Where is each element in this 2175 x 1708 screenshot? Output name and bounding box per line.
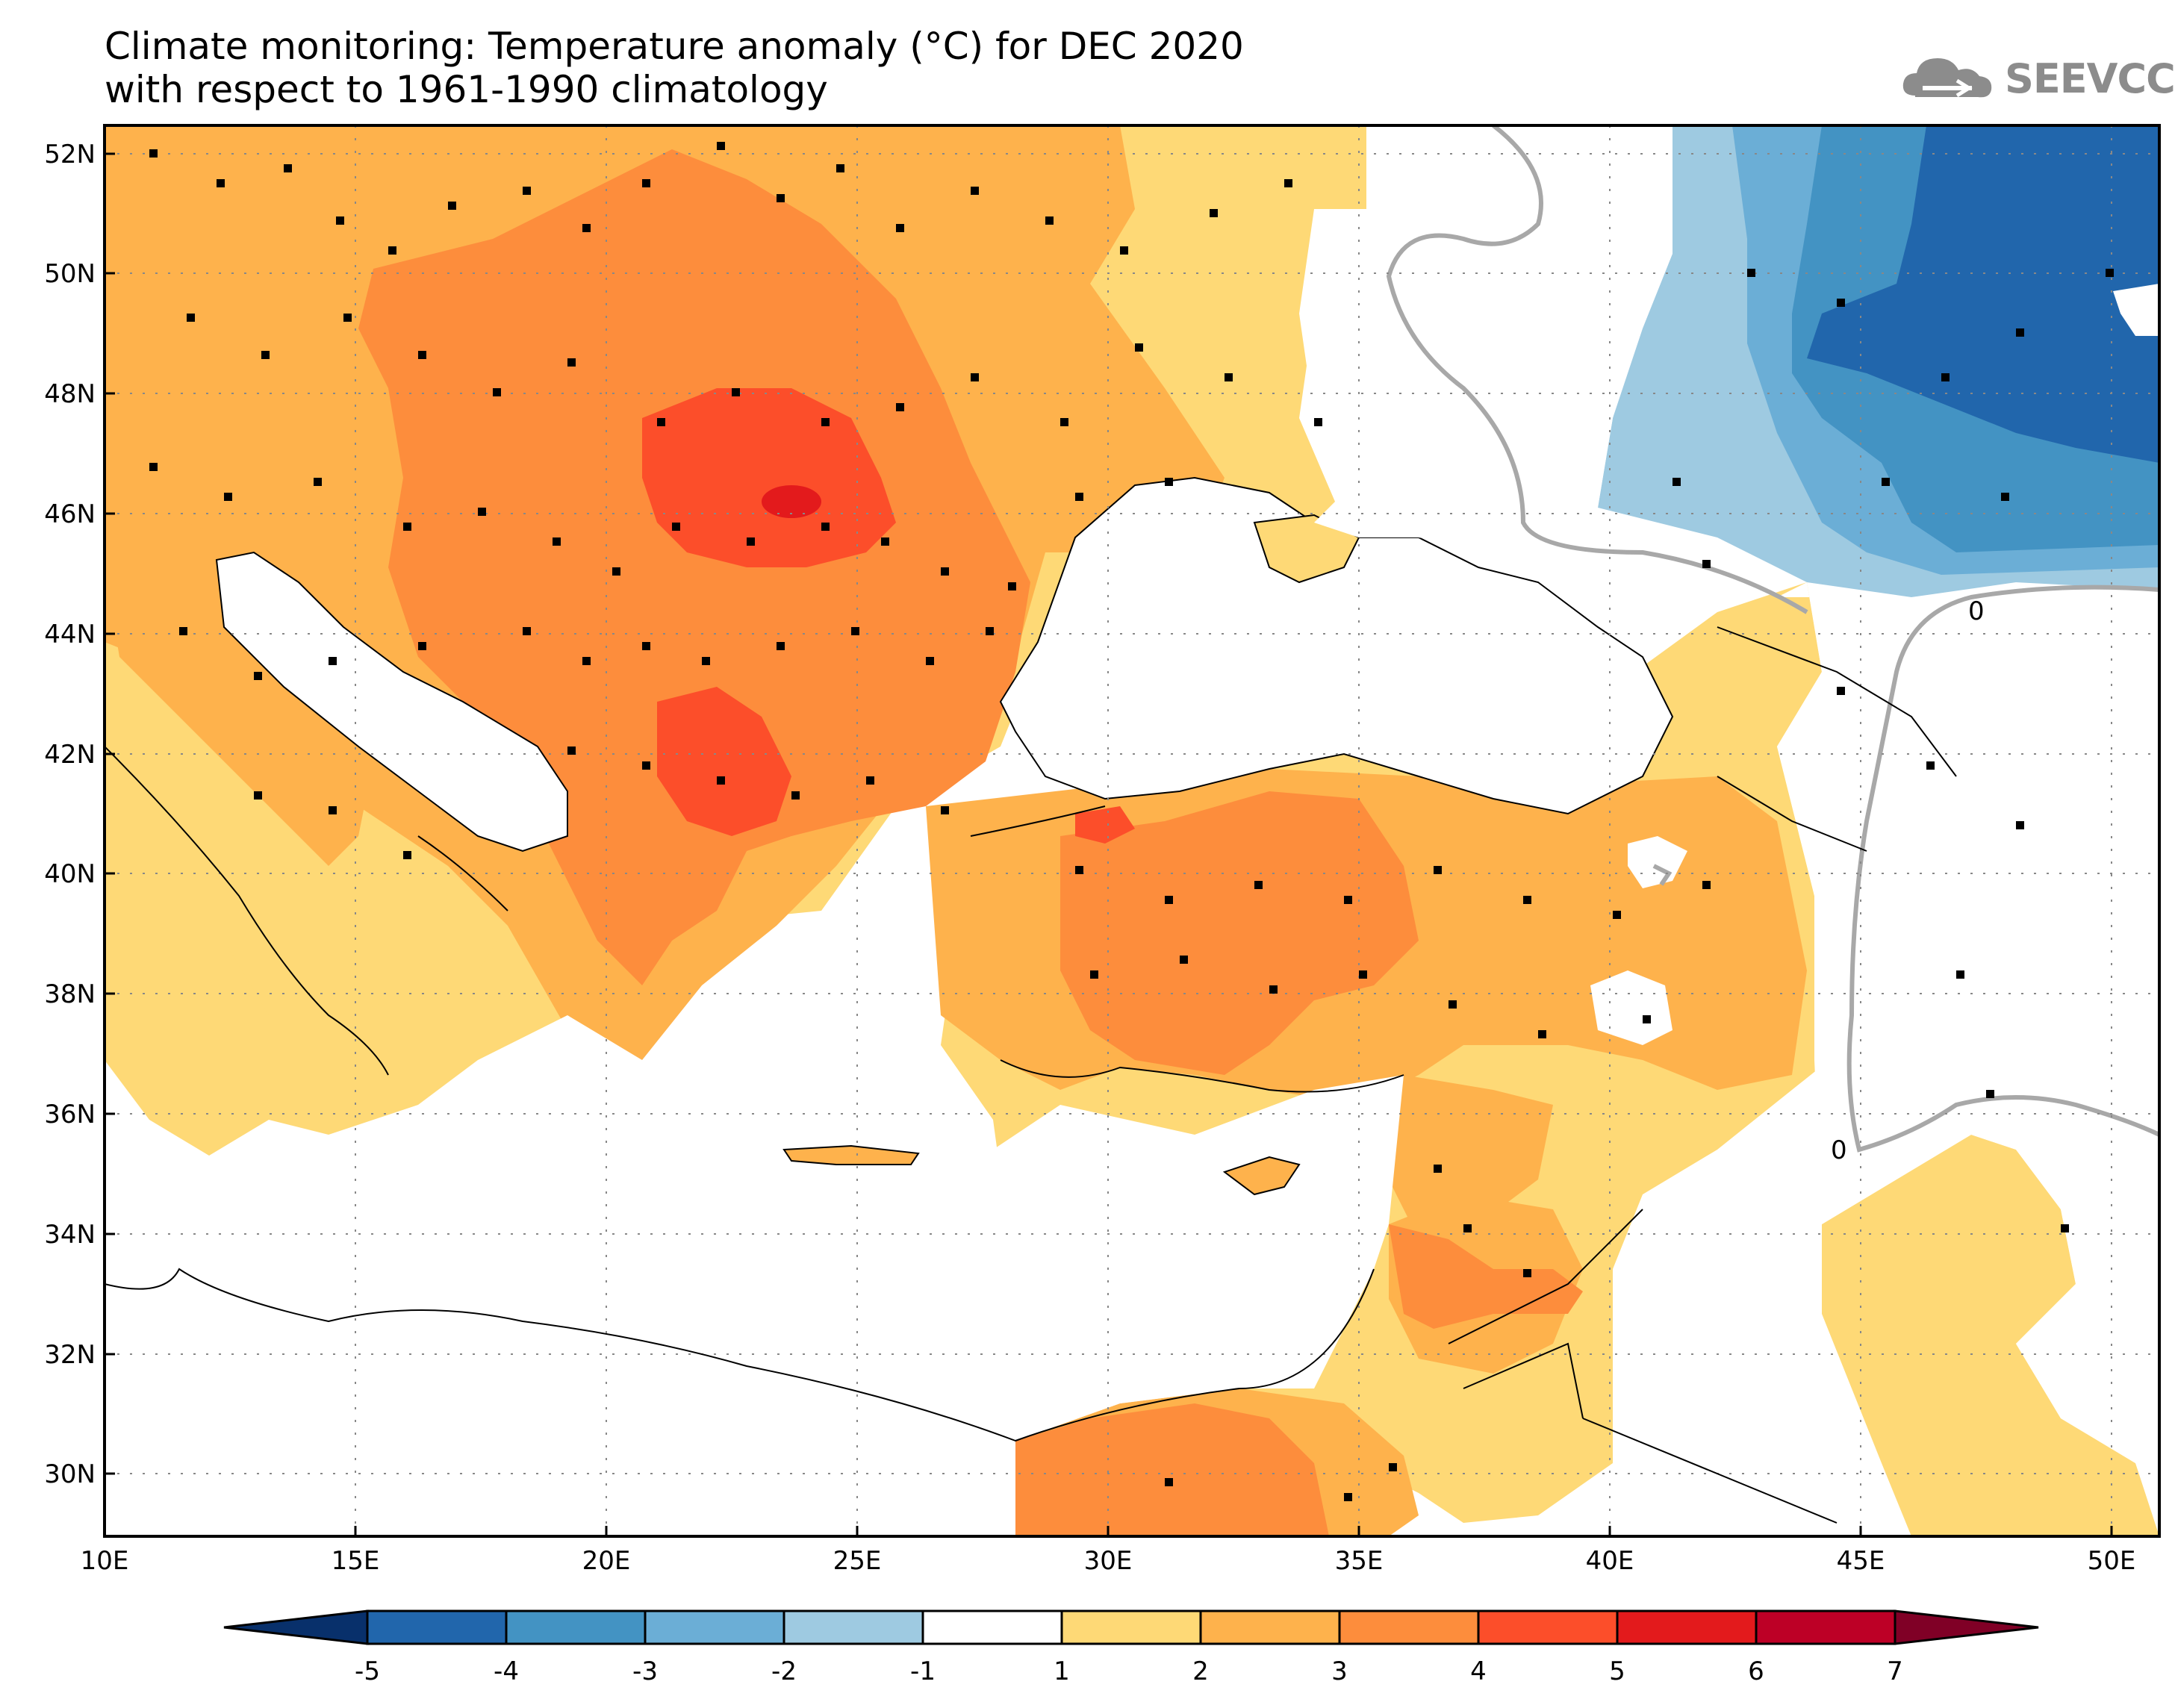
colorbar-tick-label: 2 xyxy=(1192,1656,1209,1686)
coastline-anatolia xyxy=(970,805,1404,1093)
colorbar-tick-label: 1 xyxy=(1054,1656,1070,1686)
colorbar-box xyxy=(644,1609,785,1645)
colorbar-box xyxy=(366,1609,508,1645)
anatolia-white-hole-2 xyxy=(1590,970,1673,1045)
x-tick-label: 30E xyxy=(1084,1546,1133,1576)
title-line-1: Climate monitoring: Temperature anomaly … xyxy=(105,25,1244,68)
x-tick-label: 10E xyxy=(81,1546,129,1576)
y-tick-label: 42N xyxy=(44,740,96,770)
colorbar-tick-label: -1 xyxy=(910,1656,936,1686)
contour-label-0-a: 0 xyxy=(1968,596,1985,626)
anomaly-region-2-3-italy xyxy=(105,508,373,866)
cloud-icon xyxy=(1902,58,1992,98)
colorbar-box xyxy=(782,1609,924,1645)
colorbar-tick-label: -5 xyxy=(355,1656,380,1686)
x-tick-label: 15E xyxy=(332,1546,380,1576)
white-east-region xyxy=(1777,582,2159,1536)
coastline-italy xyxy=(105,746,508,1076)
title-line-2: with respect to 1961-1990 climatology xyxy=(105,68,828,111)
y-tick-label: 50N xyxy=(44,259,96,289)
colorbar-box xyxy=(1060,1609,1202,1645)
plot-frame xyxy=(103,124,2161,1538)
logo-text: SEEVCCC xyxy=(2005,55,2175,102)
colorbar-box xyxy=(921,1609,1063,1645)
colorbar-tick-label: 7 xyxy=(1887,1656,1903,1686)
anomaly-region-4-5-romania xyxy=(642,388,896,567)
colorbar-box xyxy=(1477,1609,1619,1645)
anomaly-region-1-2-iran xyxy=(1822,1135,2159,1536)
anomaly-region-5-6 xyxy=(762,485,821,518)
y-tick-label: 36N xyxy=(44,1100,96,1129)
colorbar-tick-label: -2 xyxy=(771,1656,797,1686)
y-axis-labels: 30N 32N 34N 36N 38N 40N 42N 44N 46N 48N … xyxy=(44,140,96,1489)
colorbar xyxy=(223,1609,2039,1645)
y-tick-label: 44N xyxy=(44,620,96,649)
contour-label-0-b: 0 xyxy=(1831,1135,1847,1165)
y-tick-label: 52N xyxy=(44,140,96,169)
y-tick-label: 46N xyxy=(44,499,96,529)
x-tick-label: 50E xyxy=(2088,1546,2136,1576)
y-tick-label: 48N xyxy=(44,379,96,409)
anomaly-region-2-3-levant xyxy=(1389,1075,1553,1239)
colorbar-box xyxy=(1755,1609,1896,1645)
colorbar-tick-label: 4 xyxy=(1470,1656,1487,1686)
x-tick-label: 40E xyxy=(1586,1546,1634,1576)
zero-contour-small xyxy=(1652,864,1673,886)
colorbar-box xyxy=(1616,1609,1758,1645)
zero-contour-east xyxy=(1846,585,2159,1153)
anomaly-region-3-4-israel xyxy=(1389,1224,1583,1329)
y-tick-label: 32N xyxy=(44,1340,96,1370)
crimea xyxy=(1253,514,1360,584)
colorbar-tick-label: -3 xyxy=(632,1656,658,1686)
white-ukraine xyxy=(1299,209,1628,552)
anatolia-white-hole-1 xyxy=(1628,836,1687,888)
cyprus xyxy=(1222,1156,1301,1196)
anomaly-region-1-2-sicily xyxy=(314,1000,388,1075)
colorbar-tick-label: 5 xyxy=(1609,1656,1625,1686)
coastline-north-africa xyxy=(105,1268,1375,1442)
anomaly-region-white-hole xyxy=(2113,284,2159,336)
colorbar-box xyxy=(1338,1609,1480,1645)
y-tick-label: 30N xyxy=(44,1459,96,1489)
seevccc-logo: SEEVCCC xyxy=(1900,49,2175,107)
x-tick-label: 45E xyxy=(1837,1546,1885,1576)
crete xyxy=(782,1144,920,1165)
black-sea xyxy=(999,476,1674,815)
y-tick-label: 38N xyxy=(44,979,96,1009)
anomaly-region-3-4-egypt xyxy=(1015,1403,1329,1536)
coastlines xyxy=(105,626,1957,1524)
x-axis-labels: 10E 15E 20E 25E 30E 35E 40E 45E 50E xyxy=(81,1546,2136,1576)
north-africa-desert xyxy=(105,1269,1015,1536)
colorbar-arrow-right xyxy=(1894,1609,2039,1645)
colorbar-tick-label: 6 xyxy=(1748,1656,1764,1686)
colorbar-box xyxy=(505,1609,647,1645)
colorbar-labels: -5 -4 -3 -2 -1 1 2 3 4 5 6 7 xyxy=(355,1656,1903,1686)
colorbar-arrow-left xyxy=(223,1609,369,1645)
x-tick-label: 35E xyxy=(1335,1546,1384,1576)
x-tick-label: 25E xyxy=(833,1546,882,1576)
station-markers xyxy=(149,142,2114,1501)
anomaly-region-4-5-small xyxy=(1075,806,1135,844)
y-axis-ticks xyxy=(105,152,115,1475)
zero-contour-north xyxy=(1386,125,1808,614)
adriatic-sea xyxy=(215,551,568,853)
colorbar-box xyxy=(1199,1609,1341,1645)
y-tick-label: 34N xyxy=(44,1220,96,1250)
anomaly-region-3-4-anatolia xyxy=(1060,791,1419,1075)
zero-contours xyxy=(1386,125,2159,1153)
mediterranean-sea xyxy=(105,1015,1404,1441)
border-levant xyxy=(1448,1209,1838,1524)
colorbar-tick-label: 3 xyxy=(1331,1656,1348,1686)
y-tick-label: 40N xyxy=(44,859,96,889)
x-tick-label: 20E xyxy=(582,1546,631,1576)
anomaly-region-neg-4-5 xyxy=(1807,125,2159,463)
border-caucasus xyxy=(1717,626,1957,852)
anomaly-region-1-2-italy xyxy=(105,732,508,1075)
x-axis-ticks xyxy=(103,1526,2113,1536)
anomaly-region-4-5-macedonia xyxy=(657,687,791,836)
anomaly-fill xyxy=(105,125,2159,1536)
colorbar-tick-label: -4 xyxy=(494,1656,519,1686)
